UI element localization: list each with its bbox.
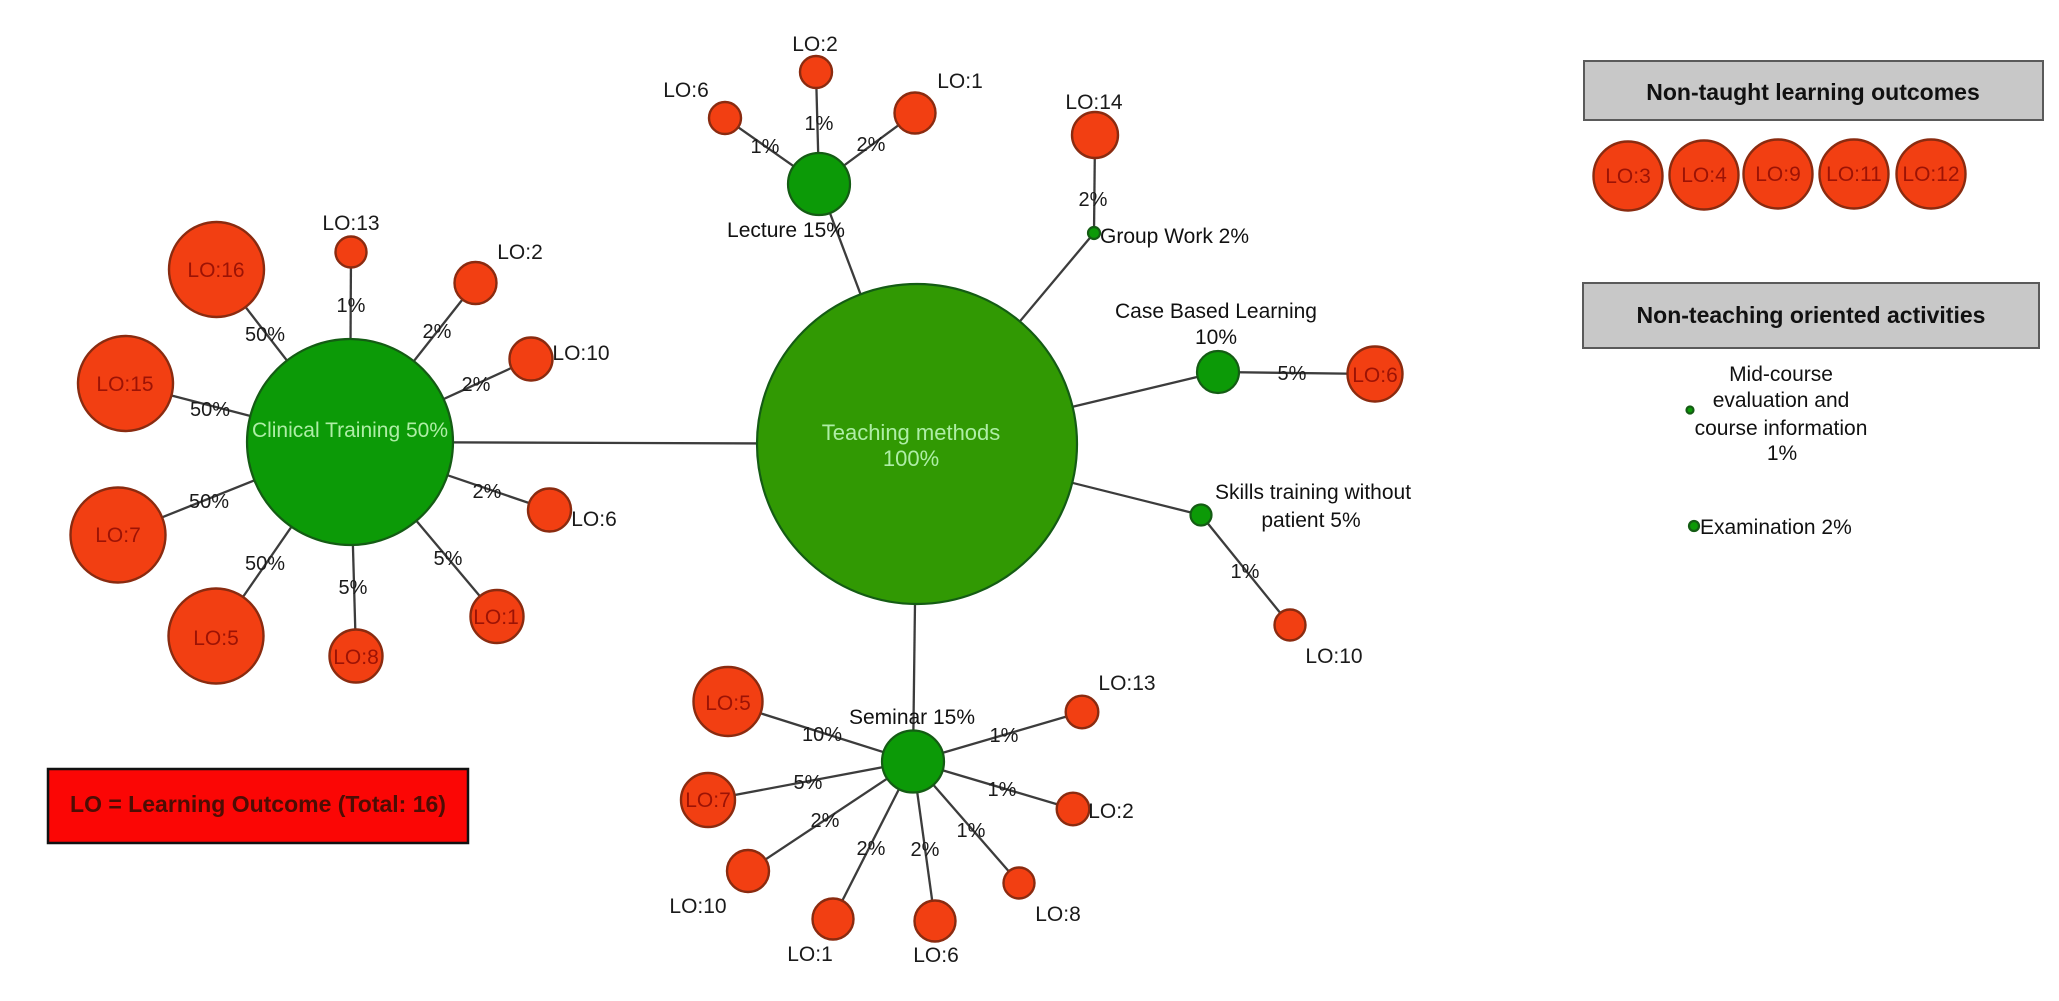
svg-text:Lecture 15%: Lecture 15%	[727, 219, 845, 242]
svg-text:5%: 5%	[339, 577, 368, 599]
svg-text:LO:12: LO:12	[1902, 163, 1959, 186]
svg-text:LO:7: LO:7	[95, 524, 141, 547]
svg-text:10%: 10%	[802, 724, 842, 746]
svg-text:LO:11: LO:11	[1826, 163, 1882, 186]
svg-text:50%: 50%	[245, 324, 285, 346]
svg-text:patient 5%: patient 5%	[1261, 509, 1360, 532]
svg-text:2%: 2%	[462, 374, 491, 396]
svg-text:Mid-course: Mid-course	[1729, 363, 1833, 386]
svg-text:Clinical Training 50%: Clinical Training 50%	[252, 419, 448, 442]
svg-text:LO:1: LO:1	[937, 70, 983, 93]
svg-text:1%: 1%	[1231, 561, 1260, 583]
svg-text:10%: 10%	[1195, 326, 1237, 349]
svg-text:LO:6: LO:6	[663, 79, 709, 102]
svg-text:2%: 2%	[1079, 189, 1108, 211]
svg-text:LO:1: LO:1	[473, 606, 519, 629]
svg-text:2%: 2%	[423, 321, 452, 343]
svg-text:LO:10: LO:10	[1305, 645, 1362, 668]
svg-text:LO:6: LO:6	[571, 508, 617, 531]
svg-text:1%: 1%	[988, 779, 1017, 801]
svg-text:LO:9: LO:9	[1755, 163, 1801, 186]
svg-text:Group Work 2%: Group Work 2%	[1100, 225, 1249, 248]
svg-text:LO:10: LO:10	[669, 895, 726, 918]
svg-text:1%: 1%	[751, 136, 780, 158]
svg-text:2%: 2%	[473, 481, 502, 503]
svg-text:LO:5: LO:5	[705, 692, 751, 715]
svg-text:course information: course information	[1695, 417, 1868, 440]
svg-text:100%: 100%	[883, 446, 939, 471]
svg-text:LO:1: LO:1	[787, 943, 833, 966]
svg-text:LO:2: LO:2	[1088, 800, 1134, 823]
svg-text:5%: 5%	[1278, 363, 1307, 385]
svg-text:50%: 50%	[189, 491, 229, 513]
svg-text:LO:6: LO:6	[1352, 364, 1398, 387]
svg-text:LO:8: LO:8	[1035, 903, 1081, 926]
svg-text:1%: 1%	[805, 113, 834, 135]
svg-text:LO:2: LO:2	[792, 33, 838, 56]
svg-text:LO:5: LO:5	[193, 627, 239, 650]
svg-text:LO:10: LO:10	[552, 342, 609, 365]
svg-text:1%: 1%	[957, 820, 986, 842]
svg-text:Non-taught learning outcomes: Non-taught learning outcomes	[1646, 79, 1980, 105]
svg-text:LO:4: LO:4	[1681, 164, 1727, 187]
svg-text:1%: 1%	[1767, 442, 1797, 465]
svg-text:Seminar 15%: Seminar 15%	[849, 706, 975, 729]
svg-text:Case Based Learning: Case Based Learning	[1115, 300, 1317, 323]
svg-text:LO:13: LO:13	[1098, 672, 1155, 695]
svg-text:LO:16: LO:16	[187, 259, 244, 282]
svg-text:evaluation and: evaluation and	[1713, 389, 1850, 412]
svg-text:LO:2: LO:2	[497, 241, 543, 264]
svg-text:2%: 2%	[811, 810, 840, 832]
svg-text:LO:15: LO:15	[96, 373, 153, 396]
svg-text:LO = Learning Outcome (Total:: LO = Learning Outcome (Total: 16)	[70, 791, 446, 817]
svg-text:Examination 2%: Examination 2%	[1700, 516, 1852, 539]
svg-text:LO:6: LO:6	[913, 944, 959, 967]
svg-text:50%: 50%	[190, 399, 230, 421]
svg-text:50%: 50%	[245, 553, 285, 575]
svg-text:2%: 2%	[857, 838, 886, 860]
svg-text:Skills training without: Skills training without	[1215, 481, 1411, 504]
svg-text:1%: 1%	[337, 295, 366, 317]
svg-text:2%: 2%	[911, 839, 940, 861]
svg-text:1%: 1%	[990, 725, 1019, 747]
svg-text:LO:3: LO:3	[1605, 165, 1651, 188]
svg-text:LO:14: LO:14	[1065, 91, 1123, 114]
svg-text:Non-teaching oriented activiti: Non-teaching oriented activities	[1637, 302, 1986, 328]
svg-text:LO:7: LO:7	[685, 789, 731, 812]
svg-text:5%: 5%	[794, 772, 823, 794]
svg-text:LO:8: LO:8	[333, 646, 379, 669]
svg-text:Teaching methods: Teaching methods	[822, 420, 1001, 445]
svg-text:2%: 2%	[857, 134, 886, 156]
svg-text:5%: 5%	[434, 548, 463, 570]
svg-text:LO:13: LO:13	[322, 212, 379, 235]
